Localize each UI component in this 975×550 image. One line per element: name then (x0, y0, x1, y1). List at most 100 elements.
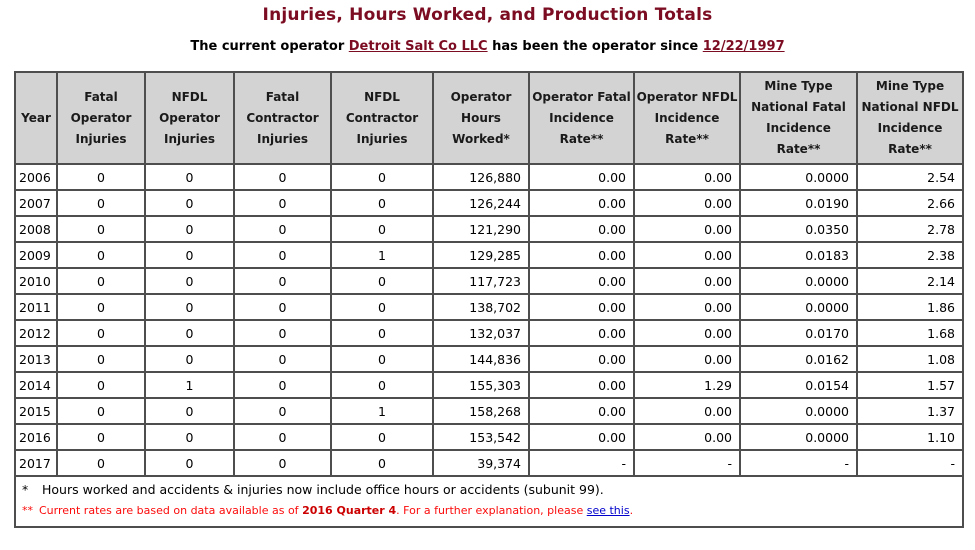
operator-hours-worked-cell: 126,880 (432, 163, 530, 191)
operator-hours-worked-cell: 126,244 (432, 189, 530, 217)
column-header-fatal-contractor-injuries: Fatal Contractor Injuries (233, 71, 332, 165)
mine-type-national-fatal-incidence-rate-cell: 0.0350 (739, 215, 858, 243)
nfdl-operator-injuries-cell: 0 (144, 423, 235, 451)
nfdl-contractor-injuries-cell: 1 (330, 397, 434, 425)
column-header-mine-type-national-nfdl-incidence-rate: Mine Type National NFDL Incidence Rate** (856, 71, 964, 165)
subtitle-prefix-text: The current operator (190, 39, 349, 54)
fatal-operator-injuries-cell: 0 (56, 163, 146, 191)
fatal-operator-injuries-cell: 0 (56, 371, 146, 399)
fatal-operator-injuries-cell: 0 (56, 293, 146, 321)
nfdl-operator-injuries-cell: 0 (144, 319, 235, 347)
footnote1-text: Hours worked and accidents & injuries no… (42, 482, 604, 497)
operator-nfdl-incidence-rate-cell: 0.00 (633, 267, 741, 295)
year-cell: 2016 (14, 423, 58, 451)
mine-type-national-nfdl-incidence-rate-cell: 2.38 (856, 241, 964, 269)
operator-nfdl-incidence-rate-cell: 0.00 (633, 423, 741, 451)
operator-fatal-incidence-rate-cell: 0.00 (528, 163, 635, 191)
nfdl-contractor-injuries-cell: 0 (330, 293, 434, 321)
column-header-year: Year (14, 71, 58, 165)
footnotes-cell: * Hours worked and accidents & injuries n… (14, 475, 964, 528)
page-title: Injuries, Hours Worked, and Production T… (262, 5, 713, 25)
operator-name-link[interactable]: Detroit Salt Co LLC (348, 39, 488, 54)
mine-type-national-fatal-incidence-rate-cell: 0.0183 (739, 241, 858, 269)
column-header-nfdl-operator-injuries: NFDL Operator Injuries (144, 71, 235, 165)
fatal-contractor-injuries-cell: 0 (233, 163, 332, 191)
operator-hours-worked-cell: 158,268 (432, 397, 530, 425)
fatal-contractor-injuries-cell: 0 (233, 319, 332, 347)
mine-type-national-fatal-incidence-rate-cell: - (739, 449, 858, 477)
table-row: 2015 0 0 0 1 158,268 0.00 0.00 0.0000 1.37 (14, 397, 964, 425)
table-row: 2006 0 0 0 0 126,880 0.00 0.00 0.0000 2.54 (14, 163, 964, 191)
asterisk-marker: * (22, 482, 29, 497)
fatal-contractor-injuries-cell: 0 (233, 267, 332, 295)
column-header-nfdl-contractor-injuries: NFDL Contractor Injuries (330, 71, 434, 165)
operator-fatal-incidence-rate-cell: 0.00 (528, 319, 635, 347)
operator-hours-worked-cell: 138,702 (432, 293, 530, 321)
operator-hours-worked-cell: 153,542 (432, 423, 530, 451)
nfdl-operator-injuries-cell: 1 (144, 371, 235, 399)
nfdl-contractor-injuries-cell: 0 (330, 215, 434, 243)
fatal-contractor-injuries-cell: 0 (233, 189, 332, 217)
operator-nfdl-incidence-rate-cell: - (633, 449, 741, 477)
double-asterisk-marker: ** (22, 504, 33, 517)
operator-since-date-link[interactable]: 12/22/1997 (702, 39, 785, 54)
nfdl-operator-injuries-cell: 0 (144, 241, 235, 269)
mine-type-national-nfdl-incidence-rate-cell: 1.86 (856, 293, 964, 321)
fatal-operator-injuries-cell: 0 (56, 423, 146, 451)
mine-type-national-fatal-incidence-rate-cell: 0.0000 (739, 423, 858, 451)
nfdl-contractor-injuries-cell: 0 (330, 371, 434, 399)
footnote2-middle-text: . For a further explanation, please (396, 504, 587, 517)
mine-type-national-nfdl-incidence-rate-cell: 2.66 (856, 189, 964, 217)
table-row: 2016 0 0 0 0 153,542 0.00 0.00 0.0000 1.10 (14, 423, 964, 451)
column-header-fatal-operator-injuries: Fatal Operator Injuries (56, 71, 146, 165)
operator-fatal-incidence-rate-cell: 0.00 (528, 215, 635, 243)
year-cell: 2010 (14, 267, 58, 295)
operator-fatal-incidence-rate-cell: 0.00 (528, 241, 635, 269)
operator-nfdl-incidence-rate-cell: 0.00 (633, 189, 741, 217)
mine-type-national-fatal-incidence-rate-cell: 0.0162 (739, 345, 858, 373)
fatal-operator-injuries-cell: 0 (56, 397, 146, 425)
nfdl-contractor-injuries-cell: 0 (330, 423, 434, 451)
operator-nfdl-incidence-rate-cell: 0.00 (633, 397, 741, 425)
fatal-operator-injuries-cell: 0 (56, 215, 146, 243)
nfdl-operator-injuries-cell: 0 (144, 397, 235, 425)
fatal-contractor-injuries-cell: 0 (233, 241, 332, 269)
footnote-current-rates: ** Current rates are based on data availa… (22, 504, 954, 517)
footnote2-prefix-text: Current rates are based on data availabl… (39, 504, 303, 517)
operator-nfdl-incidence-rate-cell: 0.00 (633, 215, 741, 243)
table-header-row: Year Fatal Operator Injuries NFDL Operator… (14, 71, 964, 165)
column-header-operator-nfdl-incidence-rate: Operator NFDL Incidence Rate** (633, 71, 741, 165)
fatal-operator-injuries-cell: 0 (56, 267, 146, 295)
table-row: 2011 0 0 0 0 138,702 0.00 0.00 0.0000 1.86 (14, 293, 964, 321)
column-header-operator-hours-worked: Operator Hours Worked* (432, 71, 530, 165)
nfdl-contractor-injuries-cell: 0 (330, 319, 434, 347)
table-row: 2013 0 0 0 0 144,836 0.00 0.00 0.0162 1.08 (14, 345, 964, 373)
operator-fatal-incidence-rate-cell: 0.00 (528, 397, 635, 425)
operator-hours-worked-cell: 144,836 (432, 345, 530, 373)
nfdl-operator-injuries-cell: 0 (144, 267, 235, 295)
operator-fatal-incidence-rate-cell: 0.00 (528, 189, 635, 217)
mine-type-national-nfdl-incidence-rate-cell: 1.68 (856, 319, 964, 347)
footnote2-quarter-text: 2016 Quarter 4 (302, 504, 397, 517)
subtitle-middle-text: has been the operator since (487, 39, 703, 54)
fatal-contractor-injuries-cell: 0 (233, 293, 332, 321)
year-cell: 2006 (14, 163, 58, 191)
year-cell: 2007 (14, 189, 58, 217)
mine-type-national-nfdl-incidence-rate-cell: - (856, 449, 964, 477)
fatal-operator-injuries-cell: 0 (56, 241, 146, 269)
operator-nfdl-incidence-rate-cell: 0.00 (633, 345, 741, 373)
operator-hours-worked-cell: 117,723 (432, 267, 530, 295)
mine-type-national-fatal-incidence-rate-cell: 0.0000 (739, 163, 858, 191)
year-cell: 2011 (14, 293, 58, 321)
column-header-mine-type-national-fatal-incidence-rate: Mine Type National Fatal Incidence Rate*… (739, 71, 858, 165)
fatal-contractor-injuries-cell: 0 (233, 397, 332, 425)
year-cell: 2012 (14, 319, 58, 347)
see-this-link[interactable]: see this (586, 504, 630, 517)
year-cell: 2015 (14, 397, 58, 425)
mine-type-national-nfdl-incidence-rate-cell: 1.10 (856, 423, 964, 451)
nfdl-operator-injuries-cell: 0 (144, 345, 235, 373)
fatal-operator-injuries-cell: 0 (56, 189, 146, 217)
footnote2-suffix-text: . (629, 504, 634, 517)
fatal-contractor-injuries-cell: 0 (233, 371, 332, 399)
mine-type-national-nfdl-incidence-rate-cell: 2.78 (856, 215, 964, 243)
